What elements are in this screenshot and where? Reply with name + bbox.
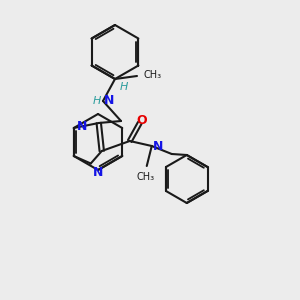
Text: N: N <box>77 121 87 134</box>
Text: H: H <box>93 96 101 106</box>
Text: CH₃: CH₃ <box>144 70 162 80</box>
Text: N: N <box>93 167 103 179</box>
Text: H: H <box>120 82 128 92</box>
Text: N: N <box>104 94 114 107</box>
Text: O: O <box>136 113 147 127</box>
Text: N: N <box>153 140 163 152</box>
Text: CH₃: CH₃ <box>137 172 155 182</box>
